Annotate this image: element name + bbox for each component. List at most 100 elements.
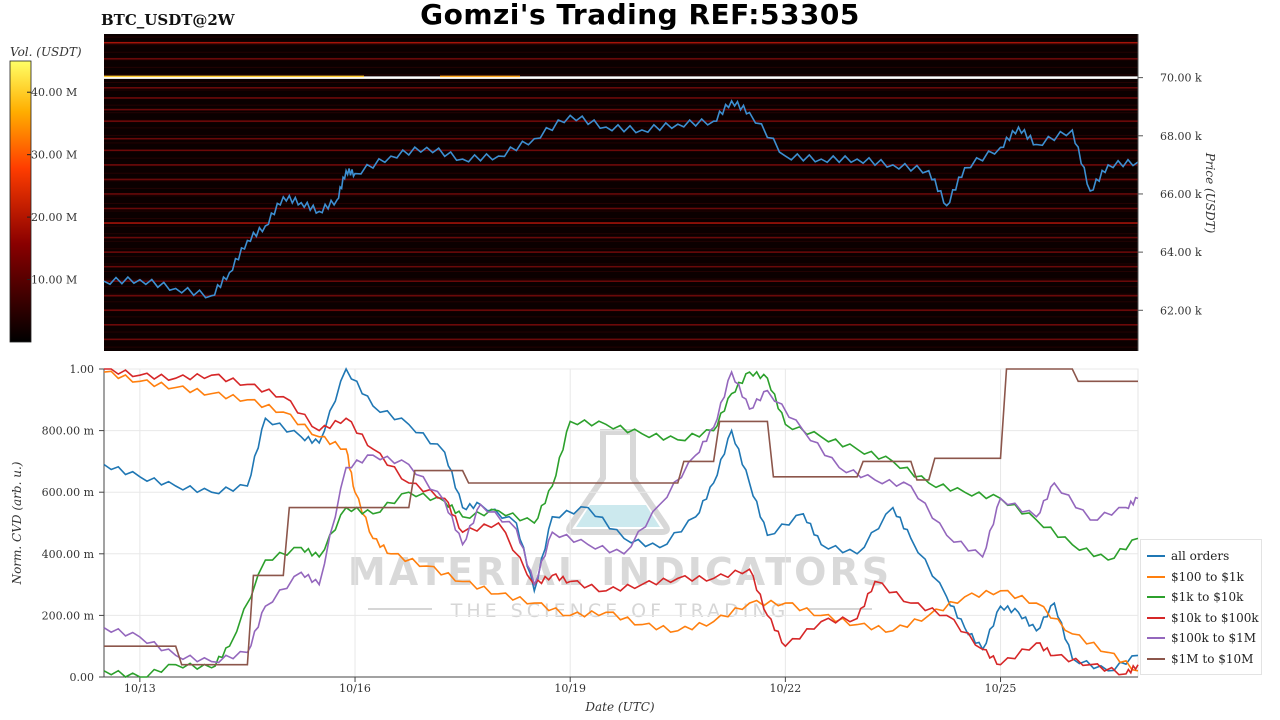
price-tick-label: 64.00 k: [1160, 246, 1202, 259]
legend-swatch: [1147, 657, 1165, 660]
order-band: [104, 164, 1138, 166]
price-tick-label: 68.00 k: [1160, 130, 1202, 143]
watermark-name: MATERIAL INDICATORS: [348, 550, 892, 594]
heatmap-texture-row: [104, 180, 1138, 182]
order-band: [104, 280, 1138, 283]
heatmap-texture-row: [104, 331, 1138, 333]
legend-label: all orders: [1171, 549, 1230, 564]
heatmap-texture-row: [104, 81, 1138, 83]
heatmap-texture-row: [104, 255, 1138, 257]
heatmap-texture-row: [104, 51, 1138, 53]
heatmap-texture-row: [104, 218, 1138, 220]
order-band: [104, 236, 1138, 239]
legend-swatch: [1147, 596, 1165, 599]
heatmap-texture-row: [104, 225, 1138, 227]
order-band: [104, 193, 1138, 195]
heatmap-panel: 62.00 k 64.00 k 66.00 k 68.00 k 70.00 k Price…: [9, 34, 1217, 351]
legend-swatch: [1147, 555, 1165, 558]
heatmap-texture-row: [104, 248, 1138, 250]
heatmap-texture-row: [104, 316, 1138, 318]
cvd-y-tick-label: 400.00 m: [42, 548, 95, 561]
cvd-series-line: [104, 368, 1139, 676]
heatmap-texture-row: [104, 187, 1138, 189]
price-tick-label: 62.00 k: [1160, 304, 1202, 317]
order-band: [104, 338, 1138, 341]
heatmap-texture-row: [104, 286, 1138, 288]
chart-title: Gomzi's Trading REF:53305: [420, 0, 860, 31]
legend: all orders $100 to $1k $1k to $10k $10k to …: [1140, 539, 1262, 675]
legend-label: $10k to $100k: [1171, 610, 1259, 625]
order-band: [104, 265, 1138, 268]
order-band: [104, 207, 1138, 210]
order-band: [104, 87, 1138, 89]
legend-label: $1M to $10M: [1171, 651, 1254, 666]
heatmap-texture-row: [104, 142, 1138, 144]
heatmap-texture-row: [104, 112, 1138, 114]
heatmap-texture-row: [104, 346, 1138, 348]
legend-swatch: [1147, 616, 1165, 619]
price-tick-label: 66.00 k: [1160, 188, 1202, 201]
heatmap-texture-row: [104, 36, 1138, 38]
cvd-series-line: [104, 368, 1138, 666]
legend-item: all orders: [1141, 546, 1261, 567]
cvd-y-tick-label: 800.00 m: [42, 425, 95, 438]
cvd-x-tick-label: 10/25: [985, 682, 1017, 695]
colorbar-tick-label: 40.00 M: [31, 86, 77, 99]
legend-swatch: [1147, 637, 1165, 640]
order-band: [104, 309, 1138, 312]
order-band: [104, 41, 1138, 44]
cvd-x-tick-label: 10/19: [554, 682, 586, 695]
heatmap-texture-row: [104, 134, 1138, 136]
cvd-x-tick-label: 10/16: [339, 682, 371, 695]
heatmap-texture-row: [104, 202, 1138, 204]
price-tick-label: 70.00 k: [1160, 72, 1202, 85]
cvd-series-line: [103, 369, 1139, 664]
heatmap-texture-row: [104, 172, 1138, 174]
heatmap-texture-row: [104, 278, 1138, 280]
heatmap-texture-row: [104, 233, 1138, 235]
heatmap-background: [104, 34, 1138, 351]
heatmap-texture-row: [104, 308, 1138, 310]
heatmap-texture-row: [104, 271, 1138, 273]
cvd-y-tick-label: 0.00: [70, 671, 95, 684]
order-band: [104, 108, 1138, 111]
symbol-label: BTC_USDT@2W: [101, 11, 235, 29]
cvd-series-line: [103, 370, 1139, 678]
order-band: [104, 76, 1138, 79]
price-line: [103, 99, 1139, 299]
heatmap-texture-row: [104, 195, 1138, 197]
colorbar: [9, 60, 32, 343]
cvd-x-axis-label: Date (UTC): [584, 700, 654, 714]
order-band: [104, 137, 1138, 140]
legend-item: $100 to $1k: [1141, 567, 1261, 588]
cvd-panel: 0.00 200.00 m 400.00 m 600.00 m 800.00 m 1.00…: [10, 363, 1139, 714]
cvd-y-tick-label: 200.00 m: [42, 609, 95, 622]
heatmap-texture-row: [104, 66, 1138, 68]
heatmap-texture-row: [104, 301, 1138, 303]
heatmap-texture-row: [104, 240, 1138, 242]
order-band: [104, 324, 1138, 326]
heatmap-texture-row: [104, 74, 1138, 76]
legend-label: $100k to $1M: [1171, 631, 1257, 646]
legend-item: $1M to $10M: [1141, 649, 1261, 670]
heatmap-texture-row: [104, 263, 1138, 265]
cvd-y-axis-label: Norm. CVD (arb. u.): [10, 461, 24, 585]
price-axis-label: Price (USDT): [1203, 152, 1217, 234]
watermark-tagline: THE SCIENCE OF TRADING: [450, 600, 790, 622]
heatmap-texture-row: [104, 44, 1138, 46]
colorbar-tick-label: 20.00 M: [31, 211, 77, 224]
legend-swatch: [1147, 575, 1165, 578]
heatmap-texture-row: [104, 89, 1138, 91]
order-band: [104, 222, 1138, 224]
order-band: [104, 97, 1138, 99]
heatmap-texture-row: [104, 104, 1138, 106]
legend-item: $10k to $100k: [1141, 608, 1261, 629]
legend-item: $1k to $10k: [1141, 587, 1261, 608]
heatmap-texture-row: [104, 119, 1138, 121]
order-band: [104, 120, 1138, 123]
flask-liquid: [576, 505, 660, 527]
heatmap-texture-row: [104, 157, 1138, 159]
legend-item: $100k to $1M: [1141, 628, 1261, 649]
order-band: [104, 294, 1138, 297]
